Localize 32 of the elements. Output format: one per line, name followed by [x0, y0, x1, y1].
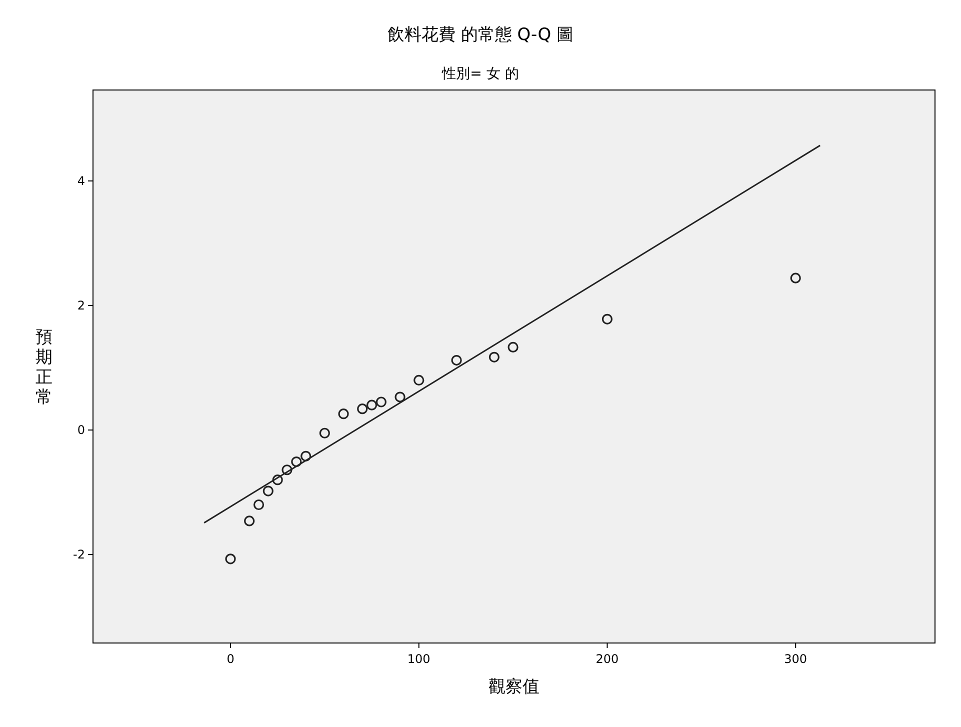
- point: [790, 272, 801, 284]
- x-axis-title: 觀察值: [488, 677, 540, 697]
- point: [451, 354, 462, 366]
- point: [253, 499, 264, 510]
- y-axis-title: 預期正常: [36, 328, 52, 408]
- point: [300, 450, 312, 462]
- point: [357, 404, 368, 414]
- point: [319, 428, 330, 438]
- point: [291, 456, 302, 468]
- point: [488, 352, 500, 362]
- point: [366, 400, 378, 410]
- point: [394, 392, 406, 402]
- point: [376, 396, 386, 408]
- x-tick-label: 0: [226, 652, 234, 666]
- point: [225, 554, 236, 564]
- y-tick-label: 0: [77, 423, 85, 438]
- x-tick-label: 200: [596, 652, 619, 666]
- y-tick-label: 4: [77, 174, 85, 188]
- point: [272, 474, 283, 486]
- x-tick-label: 300: [784, 652, 808, 666]
- y-tick-label: 2: [77, 298, 85, 312]
- point: [282, 464, 292, 476]
- x-tick-label: 100: [407, 652, 430, 666]
- chart-subtitle: 性別= 女 的: [441, 66, 519, 82]
- point: [602, 314, 613, 324]
- point: [414, 374, 424, 386]
- chart-title: 飲料花費 的常態 Q-Q 圖: [387, 25, 574, 45]
- point: [508, 342, 518, 352]
- point: [262, 486, 274, 496]
- point: [338, 408, 349, 420]
- point: [244, 516, 255, 526]
- y-tick-label: -2: [73, 548, 85, 562]
